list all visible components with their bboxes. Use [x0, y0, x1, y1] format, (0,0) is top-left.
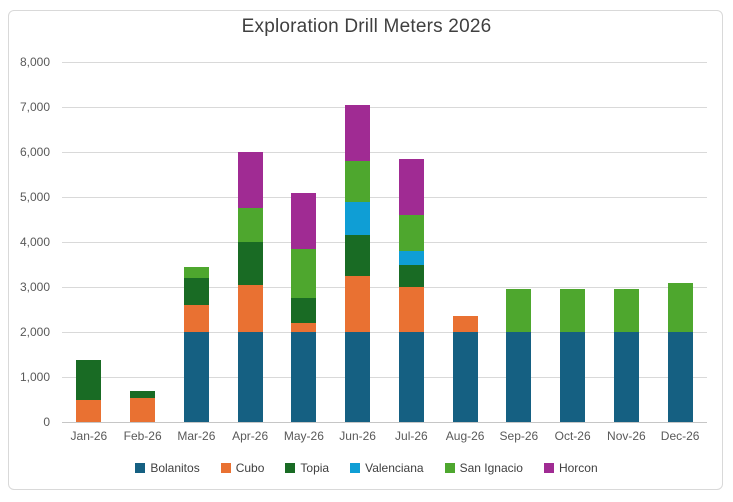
bar-segment-valenciana[interactable]: [398, 251, 424, 265]
chart-title: Exploration Drill Meters 2026: [241, 16, 492, 37]
bar-segment-bolanitos[interactable]: [183, 332, 209, 422]
legend-label: Horcon: [558, 461, 598, 475]
bar-segment-bolanitos[interactable]: [237, 332, 263, 422]
bar-segment-cubo[interactable]: [76, 400, 102, 422]
x-axis-tick-label: Dec-26: [660, 429, 700, 443]
y-axis-tick-label: 8,000: [19, 55, 50, 69]
y-axis-tick-label: 6,000: [19, 145, 50, 159]
legend-label: Valenciana: [365, 461, 424, 475]
bar-segment-horcon[interactable]: [237, 152, 263, 209]
bar-segment-horcon[interactable]: [291, 192, 317, 249]
bar-segment-bolanitos[interactable]: [345, 332, 371, 422]
legend-label: Topia: [300, 461, 330, 475]
bar-segment-san-ignacio[interactable]: [345, 161, 371, 202]
bar-segment-bolanitos[interactable]: [452, 332, 478, 422]
bar-segment-san-ignacio[interactable]: [237, 208, 263, 242]
y-gridline: [62, 376, 707, 378]
x-axis-tick-label: Apr-26: [232, 429, 269, 443]
x-axis-tick-label: Sep-26: [499, 429, 539, 443]
y-axis-tick-label: 4,000: [19, 235, 50, 249]
y-axis-tick-label: 0: [43, 415, 50, 429]
y-gridline: [62, 421, 707, 423]
bar-segment-cubo[interactable]: [237, 284, 263, 332]
y-axis-tick-label: 3,000: [19, 280, 50, 294]
bar-segment-cubo[interactable]: [398, 287, 424, 332]
y-axis-tick-label: 7,000: [19, 100, 50, 114]
bar-segment-topia[interactable]: [76, 359, 102, 401]
bar-segment-san-ignacio[interactable]: [506, 289, 532, 332]
bar-segment-topia[interactable]: [130, 391, 156, 399]
legend-label: San Ignacio: [459, 461, 523, 475]
bar-segment-san-ignacio[interactable]: [613, 289, 639, 332]
bar-segment-topia[interactable]: [237, 242, 263, 285]
y-axis-tick-label: 2,000: [19, 325, 50, 339]
bar-segment-san-ignacio[interactable]: [667, 282, 693, 332]
y-gridline: [62, 61, 707, 63]
bar-segment-bolanitos[interactable]: [560, 332, 586, 422]
y-gridline: [62, 331, 707, 333]
x-axis-tick-label: May-26: [283, 429, 324, 443]
bar-segment-san-ignacio[interactable]: [560, 289, 586, 332]
x-axis-tick-label: Jan-26: [70, 429, 108, 443]
bar-segment-san-ignacio[interactable]: [291, 248, 317, 299]
legend-item-bolanitos[interactable]: Bolanitos: [135, 461, 200, 475]
y-gridline: [62, 151, 707, 153]
chart-legend: Bolanitos Cubo Topia Valenciana San Ignacio H…: [0, 461, 733, 475]
bar-segment-cubo[interactable]: [291, 323, 317, 332]
y-axis-tick-label: 5,000: [19, 190, 50, 204]
y-gridline: [62, 286, 707, 288]
legend-swatch-icon: [135, 463, 146, 473]
bar-segment-valenciana[interactable]: [345, 201, 371, 236]
y-gridline: [62, 106, 707, 108]
legend-swatch-icon: [444, 463, 455, 473]
legend-item-san-ignacio[interactable]: San Ignacio: [444, 461, 523, 475]
bar-segment-bolanitos[interactable]: [506, 332, 532, 422]
bar-segment-topia[interactable]: [398, 264, 424, 287]
bar-segment-bolanitos[interactable]: [613, 332, 639, 422]
x-axis-tick-label: Jun-26: [339, 429, 376, 443]
x-axis-tick-label: Aug-26: [445, 429, 485, 443]
x-axis-tick-label: Jul-26: [395, 429, 428, 443]
legend-item-valenciana[interactable]: Valenciana: [350, 461, 424, 475]
bar-segment-bolanitos[interactable]: [398, 332, 424, 422]
legend-swatch-icon: [285, 463, 296, 473]
x-axis-tick-label: Mar-26: [177, 429, 216, 443]
x-axis-tick-label: Oct-26: [554, 429, 591, 443]
legend-swatch-icon: [543, 463, 554, 473]
x-axis-tick-label: Feb-26: [123, 429, 162, 443]
y-axis-tick-label: 1,000: [19, 370, 50, 384]
bar-segment-topia[interactable]: [345, 235, 371, 276]
bar-segment-horcon[interactable]: [398, 158, 424, 215]
legend-swatch-icon: [350, 463, 361, 473]
bar-segment-topia[interactable]: [183, 278, 209, 305]
legend-item-topia[interactable]: Topia: [285, 461, 329, 475]
bar-segment-bolanitos[interactable]: [667, 332, 693, 422]
legend-item-cubo[interactable]: Cubo: [220, 461, 265, 475]
legend-swatch-icon: [220, 463, 231, 473]
bar-segment-cubo[interactable]: [183, 305, 209, 332]
bar-segment-horcon[interactable]: [345, 104, 371, 161]
bar-segment-cubo[interactable]: [130, 398, 156, 422]
bar-segment-topia[interactable]: [291, 298, 317, 323]
bar-segment-bolanitos[interactable]: [291, 332, 317, 422]
x-axis-tick-label: Nov-26: [607, 429, 646, 443]
bar-segment-san-ignacio[interactable]: [398, 215, 424, 251]
legend-label: Bolanitos: [150, 461, 200, 475]
bar-segment-cubo[interactable]: [452, 316, 478, 332]
bar-segment-cubo[interactable]: [345, 275, 371, 332]
bar-segment-san-ignacio[interactable]: [183, 266, 209, 278]
legend-item-horcon[interactable]: Horcon: [543, 461, 598, 475]
y-gridline: [62, 196, 707, 198]
y-gridline: [62, 241, 707, 243]
legend-label: Cubo: [235, 461, 265, 475]
